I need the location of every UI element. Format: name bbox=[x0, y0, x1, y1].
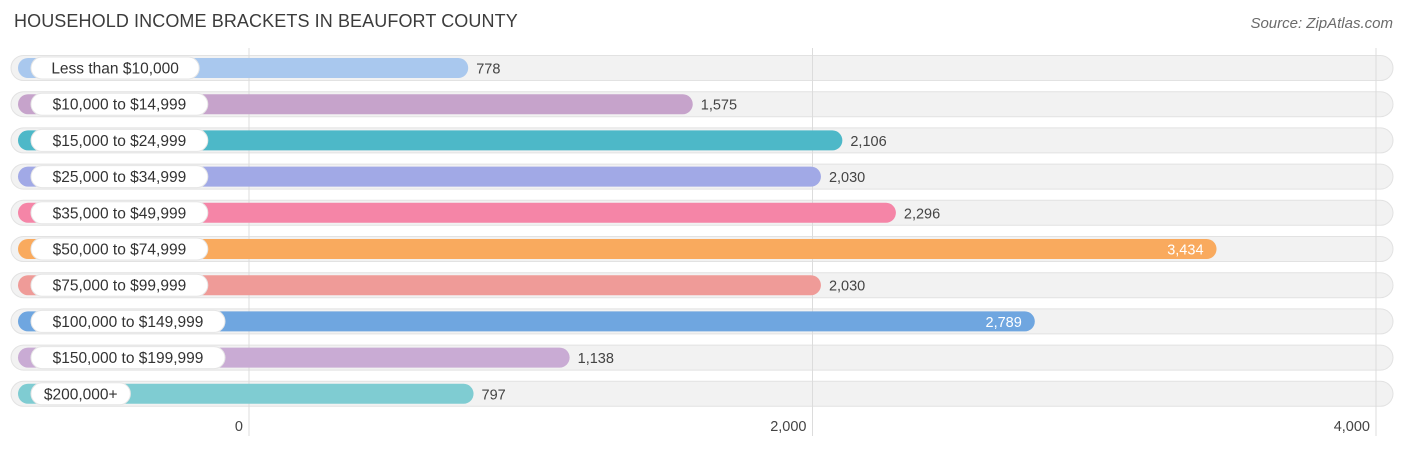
category-label: $50,000 to $74,999 bbox=[53, 242, 187, 259]
category-label: $35,000 to $49,999 bbox=[53, 205, 187, 222]
value-label: 3,434 bbox=[1167, 243, 1203, 259]
category-label: $10,000 to $14,999 bbox=[53, 97, 187, 114]
category-label: $75,000 to $99,999 bbox=[53, 278, 187, 295]
bar bbox=[18, 166, 821, 187]
bar bbox=[18, 130, 843, 151]
x-tick-label: 2,000 bbox=[770, 419, 806, 435]
bar bbox=[18, 383, 474, 404]
value-label: 797 bbox=[482, 387, 506, 403]
category-label-pill bbox=[30, 309, 226, 333]
category-label-pill bbox=[30, 92, 209, 116]
bar bbox=[18, 202, 896, 223]
category-label-pill bbox=[30, 346, 226, 370]
chart-source: Source: ZipAtlas.com bbox=[1250, 15, 1393, 32]
category-label: $150,000 to $199,999 bbox=[53, 350, 204, 367]
category-label: $25,000 to $34,999 bbox=[53, 169, 187, 186]
value-label: 778 bbox=[476, 62, 500, 78]
category-label: Less than $10,000 bbox=[51, 61, 179, 78]
x-tick-label: 0 bbox=[235, 419, 243, 435]
category-label-pill bbox=[30, 382, 131, 406]
category-label-pill bbox=[30, 237, 209, 261]
x-tick-label: 4,000 bbox=[1334, 419, 1370, 435]
value-label: 1,575 bbox=[701, 98, 737, 114]
category-label-pill bbox=[30, 273, 209, 297]
value-label: 2,030 bbox=[829, 279, 865, 295]
bar bbox=[18, 275, 821, 296]
bar bbox=[18, 311, 1035, 332]
category-label-pill bbox=[30, 165, 209, 189]
bar bbox=[18, 239, 1217, 259]
value-label: 2,030 bbox=[829, 170, 865, 186]
category-label: $100,000 to $149,999 bbox=[53, 314, 204, 331]
category-label-pill bbox=[30, 201, 209, 225]
value-label: 1,138 bbox=[578, 351, 614, 367]
chart-title: HOUSEHOLD INCOME BRACKETS IN BEAUFORT CO… bbox=[14, 11, 518, 31]
value-label: 2,106 bbox=[850, 134, 886, 150]
value-label: 2,296 bbox=[904, 206, 940, 222]
value-label: 2,789 bbox=[986, 315, 1022, 331]
category-label: $200,000+ bbox=[44, 386, 118, 403]
category-label-pill bbox=[30, 56, 200, 80]
category-label-pill bbox=[30, 128, 209, 152]
category-label: $15,000 to $24,999 bbox=[53, 133, 187, 150]
